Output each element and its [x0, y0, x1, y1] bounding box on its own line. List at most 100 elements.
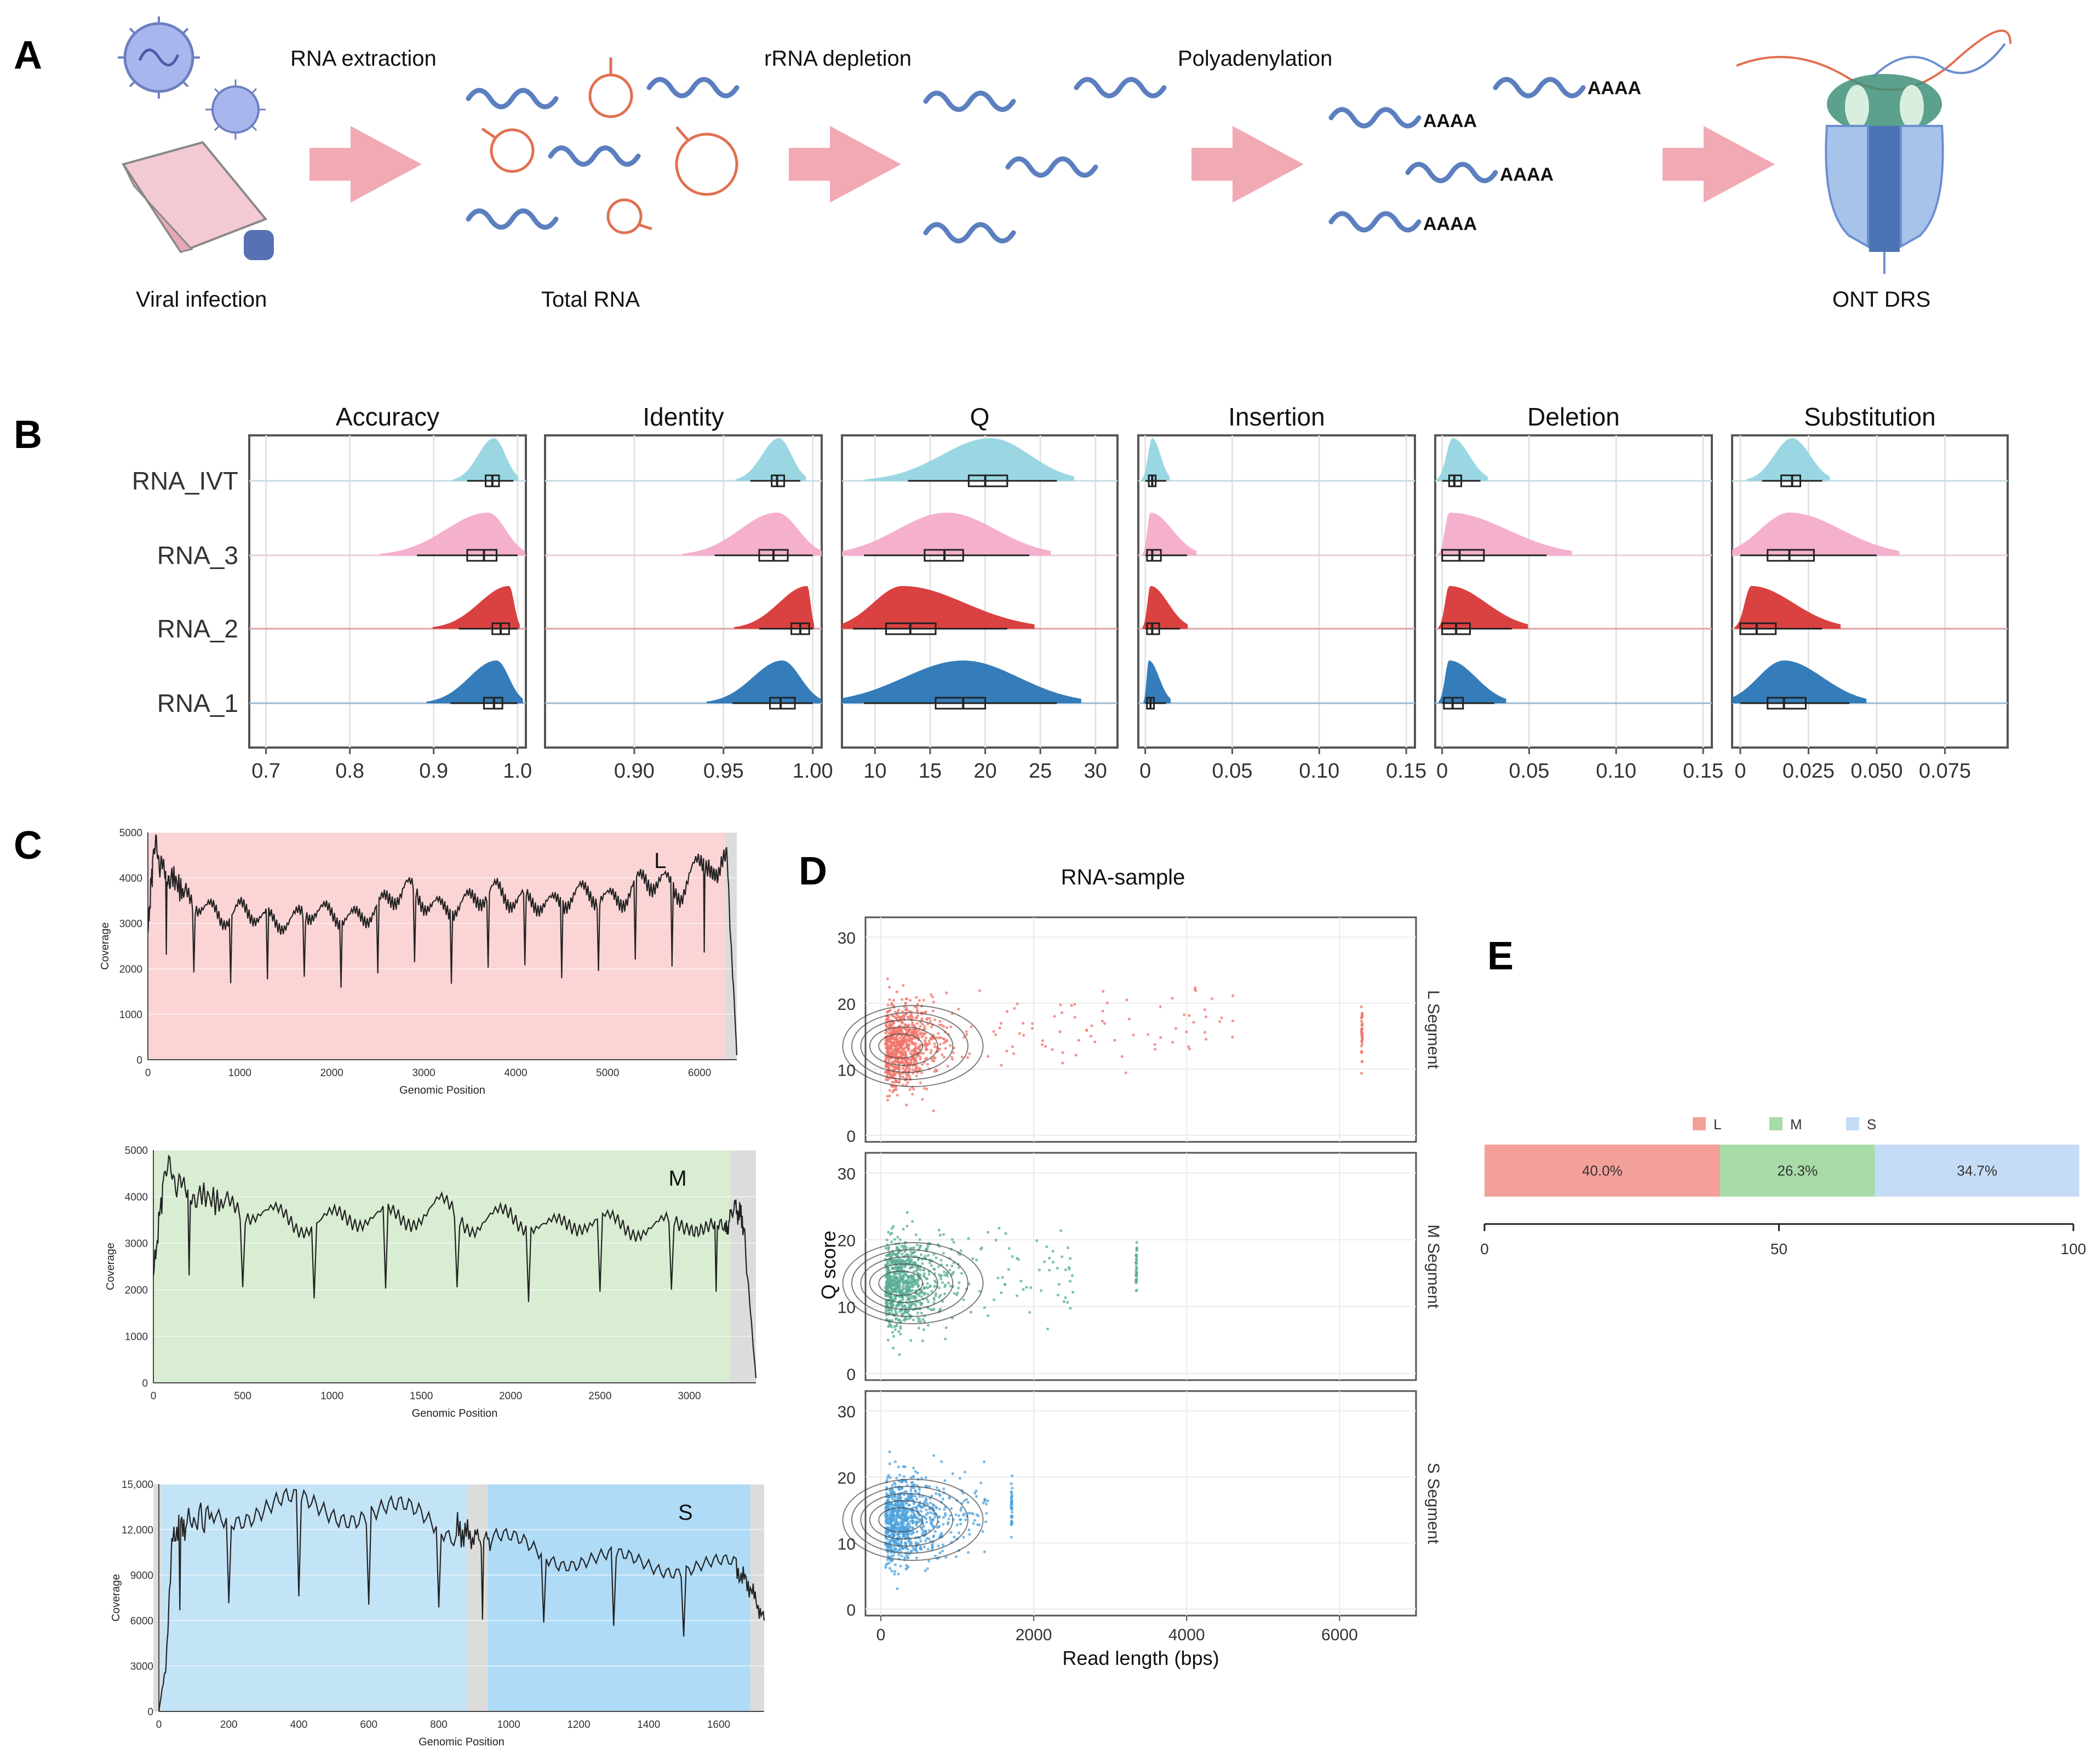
- scatter-point: [886, 1261, 889, 1264]
- scatter-point: [922, 1272, 926, 1275]
- scatter-point: [1127, 1017, 1131, 1021]
- scatter-point: [925, 1508, 928, 1512]
- scatter-point: [943, 1270, 946, 1273]
- x-tick-label: 200: [220, 1719, 238, 1731]
- scatter-point: [1061, 1061, 1064, 1065]
- scatter-point: [891, 1053, 895, 1056]
- scatter-point: [907, 1016, 910, 1020]
- panel-label-a: A: [14, 33, 42, 77]
- y-axis-label: Coverage: [110, 1574, 122, 1622]
- scatter-point: [894, 1502, 897, 1506]
- scatter-point: [892, 1335, 896, 1338]
- scatter-point: [928, 1285, 932, 1289]
- scatter-point: [905, 1042, 909, 1045]
- scatter-point: [939, 1533, 943, 1537]
- scatter-point: [970, 1025, 973, 1028]
- scatter-point: [933, 1285, 936, 1288]
- scatter-point: [891, 1283, 894, 1286]
- scatter-point: [915, 1497, 919, 1501]
- panel-d-title: RNA-sample: [1061, 865, 1185, 889]
- scatter-point: [1154, 1048, 1157, 1051]
- scatter-point: [887, 1324, 891, 1328]
- scatter-point: [904, 1501, 908, 1504]
- scatter-point: [937, 1544, 940, 1548]
- scatter-point: [1011, 1515, 1014, 1519]
- scatter-point: [885, 1479, 889, 1482]
- scatter-point: [922, 1268, 926, 1272]
- scatter-point: [931, 1524, 935, 1527]
- scatter-point: [958, 1281, 961, 1284]
- scatter-point: [915, 1530, 919, 1533]
- scatter-point: [910, 1515, 913, 1519]
- tick-label: 0.05: [1212, 760, 1253, 783]
- scatter-point: [912, 1466, 915, 1470]
- step-viral-infection: Viral infection: [136, 288, 267, 312]
- scatter-point: [976, 1523, 979, 1526]
- density-contour: [869, 1026, 938, 1066]
- scatter-point: [1025, 1286, 1028, 1289]
- box: [1441, 549, 1485, 562]
- density-contour: [851, 1249, 968, 1318]
- y-tick-label: 5000: [119, 828, 142, 839]
- scatter-point: [929, 1501, 932, 1504]
- scatter-point: [1005, 1049, 1008, 1053]
- scatter-point: [984, 1520, 988, 1524]
- scatter-point: [898, 1061, 902, 1065]
- scatter-point: [1029, 1286, 1033, 1289]
- scatter-point: [897, 1532, 901, 1536]
- scatter-point: [1010, 1523, 1013, 1526]
- scatter-point: [905, 1566, 909, 1570]
- scatter-point: [1010, 1482, 1013, 1485]
- scatter-point: [902, 1291, 905, 1295]
- scatter-point: [897, 1065, 901, 1068]
- scatter-point: [912, 1088, 915, 1091]
- scatter-point: [918, 1301, 921, 1304]
- scatter-point: [893, 1524, 897, 1527]
- scatter-point: [884, 1566, 887, 1569]
- scatter-point: [1010, 1503, 1014, 1506]
- scatter-point: [886, 1498, 890, 1501]
- scatter-point: [900, 998, 903, 1001]
- scatter-point: [886, 1010, 890, 1013]
- scatter-point: [1043, 1260, 1046, 1263]
- scatter-point: [999, 1021, 1003, 1025]
- scatter-point: [905, 1259, 909, 1262]
- scatter-point: [909, 1051, 912, 1055]
- scatter-point: [966, 1056, 970, 1059]
- scatter-point: [918, 1318, 921, 1321]
- scatter-point: [1064, 1268, 1067, 1272]
- scatter-point: [930, 1036, 933, 1039]
- scatter-point: [927, 1273, 931, 1276]
- density-contour: [842, 1242, 984, 1325]
- scatter-point: [1011, 1486, 1014, 1490]
- x-tick-label: 1000: [228, 1067, 251, 1079]
- scatter-point: [920, 1017, 924, 1020]
- scatter-point: [898, 1527, 902, 1530]
- scatter-point: [944, 1337, 947, 1341]
- scatter-point: [885, 1309, 888, 1313]
- scatter-point: [892, 1074, 895, 1077]
- scatter-point: [1046, 1328, 1050, 1331]
- density-contour: [860, 1493, 954, 1547]
- scatter-point: [901, 1042, 904, 1045]
- scatter-point: [962, 1036, 966, 1039]
- scatter-point: [900, 1245, 903, 1248]
- scatter-point: [907, 1297, 910, 1301]
- step-polyadenylation: Polyadenylation: [1178, 47, 1332, 71]
- scatter-point: [1093, 1040, 1097, 1043]
- scatter-point: [1040, 1289, 1043, 1292]
- scatter-point: [920, 1035, 924, 1038]
- scatter-point: [916, 1517, 920, 1520]
- scatter-point: [931, 1503, 935, 1506]
- scatter-point: [908, 1088, 912, 1091]
- scatter-point: [895, 1088, 898, 1091]
- y-tick-label: 0: [136, 1055, 142, 1066]
- scatter-point: [907, 1302, 910, 1305]
- scatter-point: [943, 1037, 946, 1041]
- scatter-point: [1011, 1255, 1014, 1258]
- scatter-point: [915, 1556, 918, 1560]
- scatter-point: [962, 1298, 965, 1301]
- scatter-point: [1011, 1045, 1014, 1048]
- scatter-point: [957, 1008, 960, 1011]
- scatter-point: [916, 1009, 919, 1012]
